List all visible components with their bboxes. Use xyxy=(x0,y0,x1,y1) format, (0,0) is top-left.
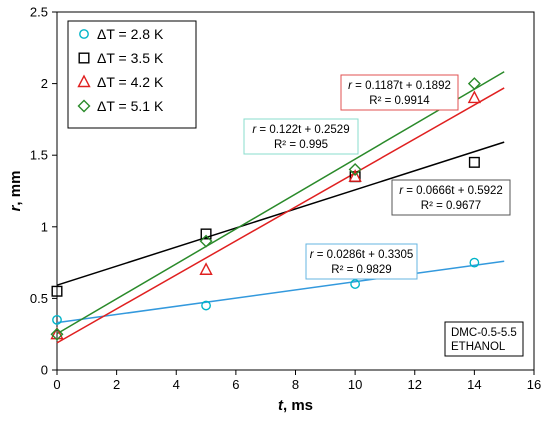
fit-equation: r = 0.122t + 0.2529 xyxy=(252,124,349,136)
data-point-series-3 xyxy=(199,262,213,275)
data-point-series-3 xyxy=(50,326,64,340)
legend: ΔT = 2.8 K ΔT = 3.5 K ΔT = 4.2 K ΔT = 5.1 K xyxy=(67,20,197,129)
fit-line-series-4 xyxy=(56,71,505,335)
fit-equation-var: r xyxy=(399,185,404,197)
data-point-series-1 xyxy=(469,257,480,268)
data-point-series-4 xyxy=(50,327,64,341)
legend-marker xyxy=(78,52,90,64)
data-point-series-3 xyxy=(348,169,362,182)
annotation-box xyxy=(340,74,459,111)
x-tick-label: 2 xyxy=(113,377,120,392)
y-tick-label: 1 xyxy=(41,219,48,234)
x-axis-label-var: t xyxy=(278,397,284,414)
data-point-series-3 xyxy=(467,90,482,104)
legend-entry-4: ΔT = 5.1 K xyxy=(77,98,164,114)
fit-annotation-series-3: r = 0.1187t + 0.1892 R² = 0.9914 xyxy=(340,74,459,111)
x-axis-label-unit: , ms xyxy=(283,397,313,414)
y-tick-label: 0 xyxy=(41,363,48,378)
fit-equation-body: = 0.0666t + 0.5922 xyxy=(403,185,503,197)
y-tick-label: 1.5 xyxy=(30,148,48,163)
y-tick-label: 2 xyxy=(41,76,48,91)
chart-note: DMC-0.5-5.5 ETHANOL xyxy=(444,321,524,357)
x-tick-label: 8 xyxy=(292,377,299,392)
data-point-series-4 xyxy=(348,163,362,177)
r-squared: R² = 0.9829 xyxy=(331,264,391,276)
data-point-series-4 xyxy=(199,234,213,248)
data-point-series-4 xyxy=(467,77,481,91)
x-tick-label: 14 xyxy=(467,377,481,392)
fit-line-series-3 xyxy=(56,87,505,344)
fit-equation-body: = 0.0286t + 0.3305 xyxy=(314,249,414,261)
x-axis-label: t, ms xyxy=(278,397,313,414)
x-tick-label: 0 xyxy=(53,377,60,392)
data-point-series-1 xyxy=(201,300,211,311)
data-point-series-2 xyxy=(200,228,212,240)
fit-equation: r = 0.0666t + 0.5922 xyxy=(399,185,503,197)
fit-equation-var: r xyxy=(310,249,315,261)
legend-label: ΔT = 3.5 K xyxy=(97,50,164,66)
legend-marker xyxy=(77,74,91,88)
x-tick-label: 6 xyxy=(232,377,239,392)
note-box xyxy=(444,321,524,357)
x-tick-label: 4 xyxy=(173,377,180,392)
y-tick-label: 0.5 xyxy=(30,291,48,306)
data-point-series-1 xyxy=(350,279,361,289)
annotation-box xyxy=(243,118,359,155)
note-line: DMC-0.5-5.5 xyxy=(451,327,517,339)
fit-line-series-1 xyxy=(56,260,505,324)
x-tick-label: 12 xyxy=(408,377,422,392)
fit-annotation-series-1: r = 0.0286t + 0.3305 R² = 0.9829 xyxy=(305,243,418,280)
fit-annotation-series-4: r = 0.122t + 0.2529 R² = 0.995 xyxy=(243,118,359,155)
y-axis-label-var: r xyxy=(7,204,24,211)
fit-equation: r = 0.0286t + 0.3305 xyxy=(310,249,414,261)
data-point-series-2 xyxy=(51,285,63,297)
y-axis-label-unit: , mm xyxy=(7,171,24,206)
annotation-box xyxy=(391,179,511,216)
legend-entry-1: ΔT = 2.8 K xyxy=(79,26,164,42)
fit-equation: r = 0.1187t + 0.1892 xyxy=(348,80,451,92)
x-tick-label: 16 xyxy=(527,377,541,392)
legend-box xyxy=(67,20,197,129)
legend-marker xyxy=(77,99,91,113)
legend-marker xyxy=(79,29,89,39)
x-tick-label: 10 xyxy=(348,377,362,392)
fit-equation-var: r xyxy=(252,124,257,136)
r-squared: R² = 0.9914 xyxy=(369,95,430,107)
r-squared: R² = 0.995 xyxy=(274,139,328,151)
fit-equation-body: = 0.1187t + 0.1892 xyxy=(352,80,451,92)
y-tick-label: 2.5 xyxy=(30,5,48,20)
legend-entry-3: ΔT = 4.2 K xyxy=(77,74,164,90)
legend-label: ΔT = 2.8 K xyxy=(97,26,164,42)
data-point-series-1 xyxy=(52,314,62,325)
fit-annotations: r = 0.0286t + 0.3305 R² = 0.9829 r = 0.066… xyxy=(243,74,511,280)
note-line: ETHANOL xyxy=(451,341,506,353)
r-squared: R² = 0.9677 xyxy=(421,200,481,212)
y-axis-label: r, mm xyxy=(7,171,24,212)
fit-annotation-series-2: r = 0.0666t + 0.5922 R² = 0.9677 xyxy=(391,179,511,216)
legend-label: ΔT = 5.1 K xyxy=(97,98,164,114)
fit-equation-body: = 0.122t + 0.2529 xyxy=(256,124,349,136)
fit-lines xyxy=(56,71,505,344)
annotation-box xyxy=(305,243,418,280)
legend-label: ΔT = 4.2 K xyxy=(97,74,164,90)
data-point-series-2 xyxy=(468,156,480,168)
fit-line-series-2 xyxy=(56,141,505,286)
data-points xyxy=(50,77,482,341)
fit-equation-var: r xyxy=(348,80,353,92)
legend-entry-2: ΔT = 3.5 K xyxy=(78,50,164,66)
